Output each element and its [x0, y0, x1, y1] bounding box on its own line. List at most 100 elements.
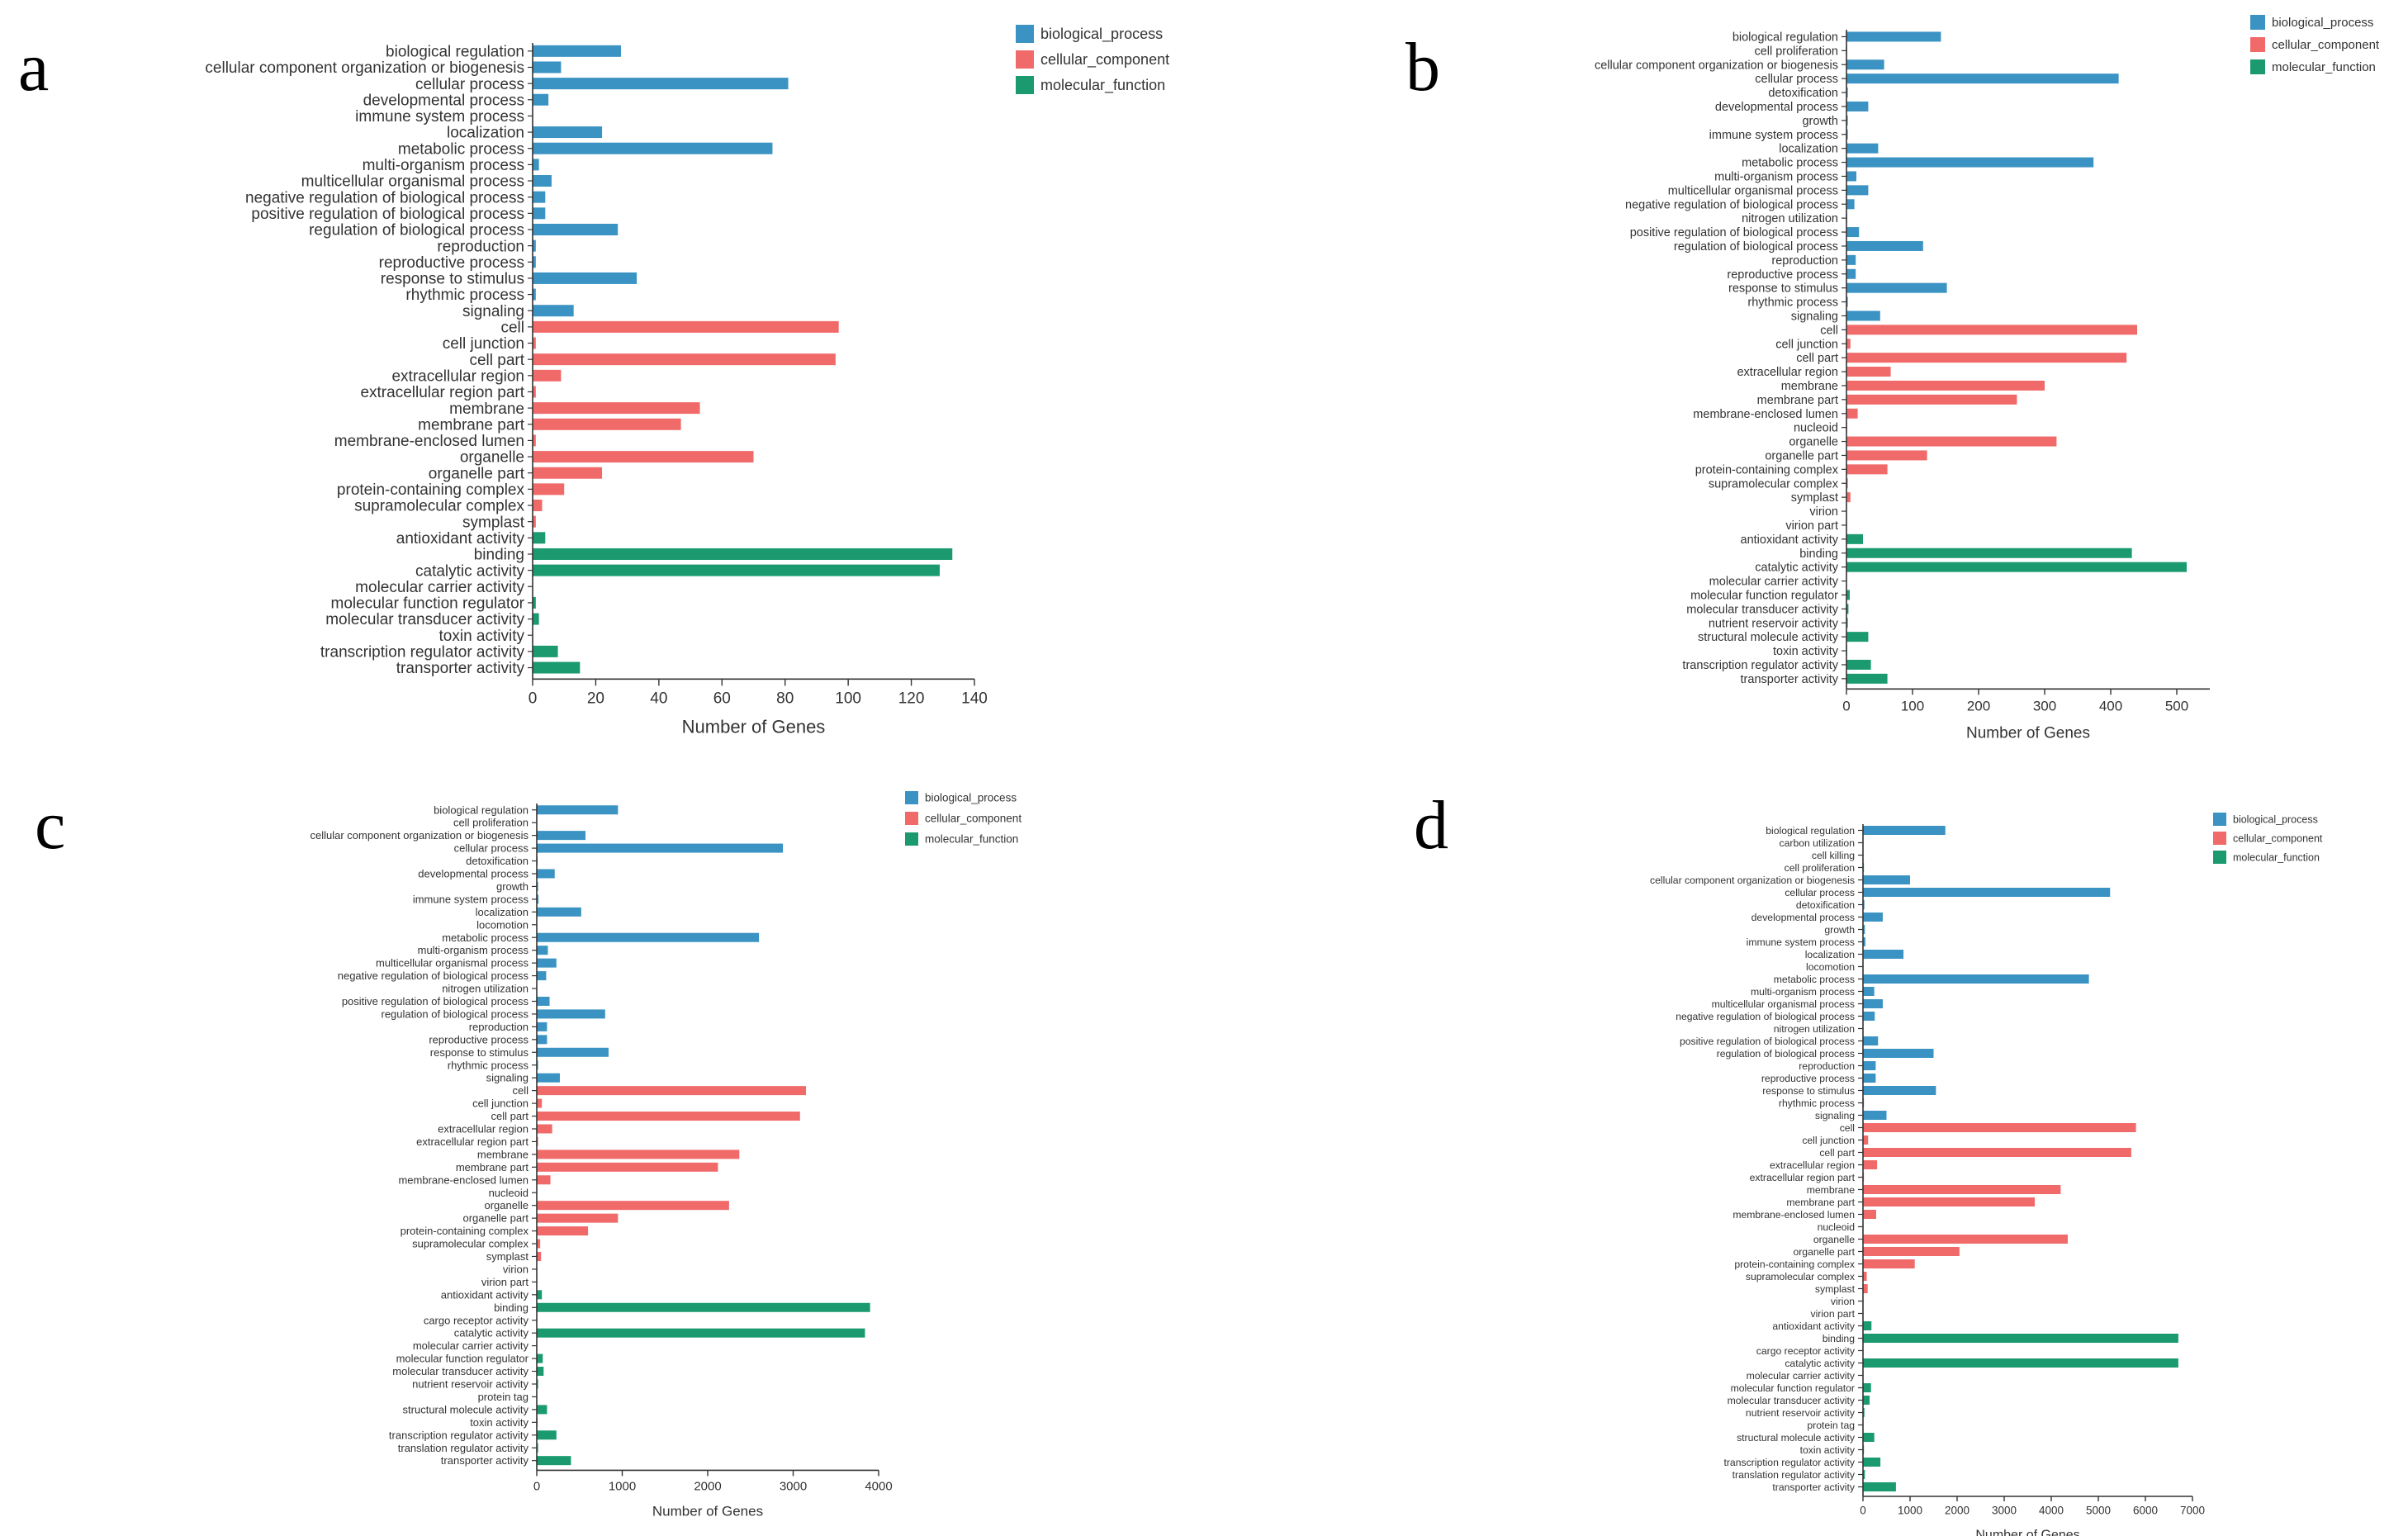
bar-cell-part — [533, 353, 836, 366]
bar-detoxification — [1846, 88, 1848, 98]
bar-reproduction — [1846, 254, 1856, 265]
category-label-cell: cell — [1820, 324, 1838, 337]
category-label-regulation-of-biological-process: regulation of biological process — [382, 1007, 529, 1020]
category-label-molecular-carrier-activity: molecular carrier activity — [1709, 576, 1839, 589]
category-label-catalytic-activity: catalytic activity — [415, 562, 524, 580]
category-label-developmental-process: developmental process — [1751, 912, 1855, 923]
bar-reproductive-process — [1846, 268, 1856, 279]
bar-detoxification — [1863, 900, 1865, 909]
category-label-biological-regulation: biological regulation — [434, 804, 529, 816]
category-label-molecular-function-regulator: molecular function regulator — [396, 1353, 529, 1365]
x-tick-label-40: 40 — [650, 690, 667, 707]
bar-cell-part — [1863, 1148, 2131, 1157]
category-label-cellular-component-organization-or-biogenesis: cellular component organization or bioge… — [310, 829, 529, 841]
bar-symplast — [537, 1251, 542, 1261]
category-label-membrane-part: membrane part — [1786, 1197, 1855, 1208]
bar-positive-regulation-of-biological-process — [533, 207, 546, 220]
category-label-cellular-component-organization-or-biogenesis: cellular component organization or bioge… — [205, 59, 524, 77]
category-label-multi-organism-process: multi-organism process — [363, 157, 524, 174]
category-label-locomotion: locomotion — [1806, 961, 1855, 973]
category-label-localization: localization — [447, 125, 524, 142]
category-label-rhythmic-process: rhythmic process — [448, 1059, 529, 1071]
category-label-metabolic-process: metabolic process — [398, 140, 524, 158]
bar-reproductive-process — [1863, 1074, 1876, 1083]
bar-molecular-function-regulator — [533, 596, 536, 609]
category-label-reproduction: reproduction — [437, 238, 524, 255]
category-label-nitrogen-utilization: nitrogen utilization — [442, 983, 529, 995]
bar-positive-regulation-of-biological-process — [1846, 227, 1860, 238]
category-label-extracellular-region: extracellular region — [1770, 1159, 1855, 1171]
category-label-signaling: signaling — [1791, 311, 1838, 324]
category-label-detoxification: detoxification — [1796, 899, 1855, 911]
bar-molecular-function-regulator — [537, 1353, 543, 1363]
bar-symplast — [1863, 1284, 1868, 1293]
category-label-detoxification: detoxification — [1768, 87, 1838, 100]
bar-cell-junction — [1846, 339, 1851, 349]
category-label-cell-part: cell part — [1819, 1147, 1855, 1159]
bar-translation-regulator-activity — [1863, 1470, 1865, 1479]
category-label-translation-regulator-activity: translation regulator activity — [398, 1442, 529, 1454]
legend-label-cellular-component: cellular_component — [1040, 51, 1169, 69]
category-label-nutrient-reservoir-activity: nutrient reservoir activity — [1709, 617, 1839, 630]
category-label-multi-organism-process: multi-organism process — [1714, 171, 1838, 184]
category-label-rhythmic-process: rhythmic process — [405, 287, 524, 304]
category-label-reproduction: reproduction — [469, 1021, 529, 1033]
category-label-localization: localization — [476, 906, 529, 918]
x-tick-label-1000: 1000 — [1898, 1505, 1922, 1517]
bar-signaling — [537, 1073, 560, 1083]
bar-cell-junction — [1863, 1135, 1869, 1145]
category-label-membrane: membrane — [1807, 1184, 1855, 1196]
category-label-immune-system-process: immune system process — [1709, 129, 1838, 142]
x-tick-label-0: 0 — [1860, 1505, 1866, 1517]
legend-swatch-molecular-function — [1016, 76, 1034, 94]
category-label-organelle: organelle — [460, 449, 524, 467]
category-label-molecular-function-regulator: molecular function regulator — [331, 595, 525, 613]
category-label-multicellular-organismal-process: multicellular organismal process — [1712, 998, 1855, 1010]
legend-swatch-cellular-component — [2213, 832, 2226, 845]
bar-immune-system-process — [1846, 129, 1848, 140]
category-label-biological-regulation: biological regulation — [386, 43, 524, 60]
category-label-growth: growth — [1824, 924, 1855, 936]
x-tick-label-4000: 4000 — [865, 1479, 892, 1493]
category-label-localization: localization — [1779, 143, 1838, 156]
bar-catalytic-activity — [537, 1328, 865, 1338]
category-label-signaling: signaling — [462, 303, 524, 320]
bar-protein-containing-complex — [537, 1226, 589, 1236]
bar-membrane-enclosed-lumen — [1863, 1210, 1876, 1219]
category-label-metabolic-process: metabolic process — [442, 932, 529, 944]
category-label-binding: binding — [1799, 548, 1838, 561]
category-label-cell: cell — [1840, 1122, 1855, 1134]
category-label-supramolecular-complex: supramolecular complex — [1709, 477, 1839, 491]
category-label-negative-regulation-of-biological-process: negative regulation of biological proces… — [245, 189, 524, 206]
legend-swatch-biological-process — [905, 791, 918, 804]
category-label-response-to-stimulus: response to stimulus — [430, 1046, 529, 1059]
x-axis-title: Number of Genes — [682, 716, 826, 737]
x-tick-label-2000: 2000 — [694, 1479, 721, 1493]
legend-label-molecular-function: molecular_function — [2272, 60, 2376, 74]
category-label-cell-junction: cell junction — [1802, 1135, 1855, 1146]
bar-membrane-enclosed-lumen — [1846, 408, 1858, 419]
bar-signaling — [1863, 1111, 1887, 1120]
category-label-cargo-receptor-activity: cargo receptor activity — [424, 1314, 529, 1326]
category-label-rhythmic-process: rhythmic process — [1779, 1097, 1855, 1109]
category-label-toxin-activity: toxin activity — [470, 1416, 529, 1429]
category-label-symplast: symplast — [1815, 1283, 1856, 1295]
bar-multicellular-organismal-process — [537, 958, 557, 968]
bar-membrane — [533, 402, 700, 415]
category-label-transcription-regulator-activity: transcription regulator activity — [1682, 659, 1838, 672]
category-label-cell-junction: cell junction — [472, 1097, 529, 1110]
category-label-extracellular-region: extracellular region — [438, 1123, 529, 1135]
bar-multi-organism-process — [1846, 171, 1856, 182]
bar-protein-containing-complex — [533, 483, 565, 495]
category-label-positive-regulation-of-biological-process: positive regulation of biological proces… — [1680, 1036, 1855, 1047]
category-label-membrane-enclosed-lumen: membrane-enclosed lumen — [334, 433, 524, 450]
bar-binding — [533, 548, 953, 560]
category-label-positive-regulation-of-biological-process: positive regulation of biological proces… — [1630, 226, 1838, 239]
bar-organelle-part — [537, 1213, 619, 1223]
category-label-multi-organism-process: multi-organism process — [1751, 986, 1855, 998]
bar-structural-molecule-activity — [537, 1405, 547, 1415]
category-label-detoxification: detoxification — [466, 855, 529, 867]
